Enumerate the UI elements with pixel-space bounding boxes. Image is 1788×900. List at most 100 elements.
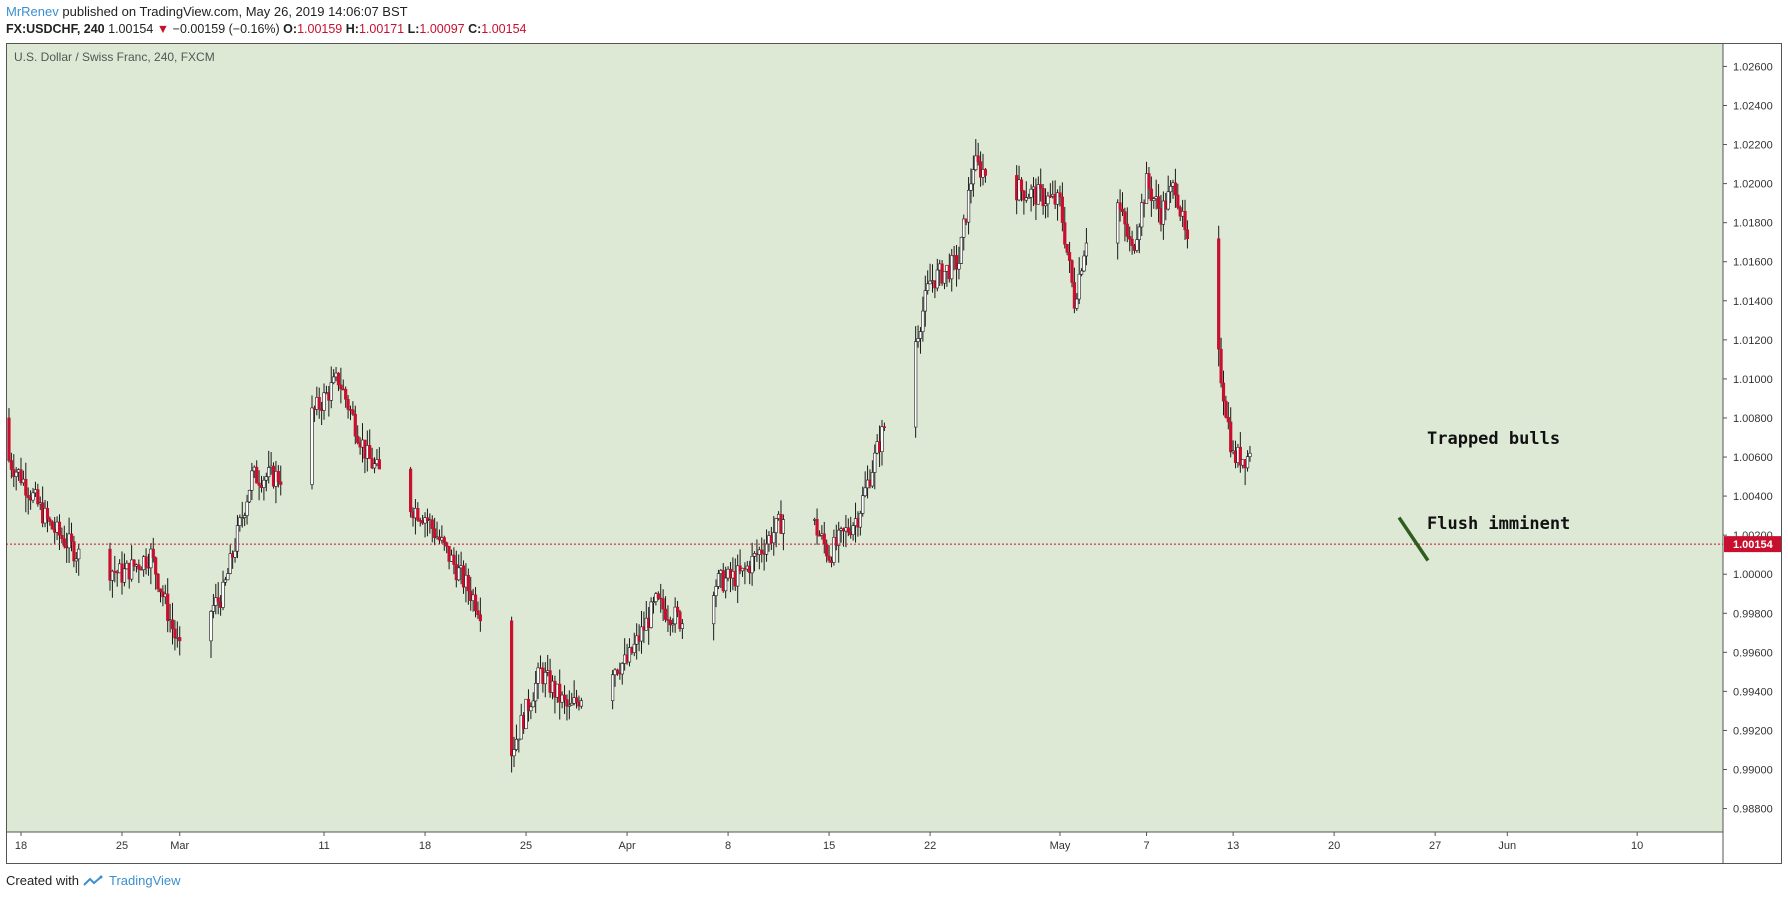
candle-body [918, 331, 923, 339]
price-tick-label: 0.99000 [1733, 765, 1773, 777]
last-price-tag [1724, 536, 1781, 553]
time-tick-label: 27 [1429, 840, 1441, 852]
candle-body [478, 614, 482, 622]
candle-body [750, 555, 754, 574]
candle-body [1224, 400, 1228, 418]
candle-body [873, 452, 877, 473]
candle-body [1185, 229, 1190, 240]
time-tick-label: May [1050, 840, 1071, 852]
candle-body [1075, 298, 1079, 309]
price-tick-label: 1.00800 [1733, 413, 1773, 425]
candle-body [534, 683, 538, 702]
candle-body [48, 518, 52, 523]
time-tick-label: 13 [1227, 840, 1239, 852]
candle-body [882, 426, 886, 428]
candle-body [510, 620, 514, 757]
time-tick-label: 8 [725, 840, 731, 852]
candle-body [837, 529, 841, 546]
candle-body [228, 553, 232, 574]
candle-body [611, 674, 615, 701]
time-tick-label: 7 [1143, 840, 1149, 852]
candle-body [1063, 222, 1067, 245]
time-tick-label: 25 [116, 840, 128, 852]
price-tick-label: 1.02200 [1733, 140, 1773, 152]
footer: Created with TradingView [6, 873, 181, 888]
down-arrow-icon: ▼ [156, 22, 170, 36]
tradingview-link[interactable]: TradingView [108, 873, 181, 888]
candle-body [781, 519, 785, 534]
candle-body [1221, 382, 1226, 402]
candle-body [639, 626, 644, 642]
candle-body [1046, 195, 1050, 205]
candle-body [1082, 255, 1086, 272]
candle-body [108, 548, 112, 581]
time-tick-label: Mar [170, 840, 189, 852]
price-tick-label: 1.02000 [1733, 179, 1773, 191]
candle-body [257, 482, 261, 486]
candle-body [267, 467, 271, 478]
candle-body [914, 341, 918, 428]
candle-body [1039, 184, 1043, 189]
candle-body [1036, 184, 1040, 205]
candle-body [680, 623, 684, 629]
candle-body [570, 702, 574, 706]
candle-body [562, 694, 567, 700]
candle-body [339, 384, 343, 390]
candle-body [346, 399, 350, 410]
tradingview-logo-icon [83, 875, 103, 886]
candle-body [122, 568, 127, 583]
price-tick-label: 1.02400 [1733, 100, 1773, 112]
candles-group [7, 139, 1252, 773]
time-tick-label: Apr [618, 840, 635, 852]
candle-body [651, 601, 656, 603]
price-chart[interactable]: 1.02600 1.02400 1.02200 1.02000 1.01800 1.016… [6, 43, 1782, 864]
price-tick-label: 1.01000 [1733, 374, 1773, 386]
candle-body [1176, 194, 1180, 208]
candle-body [969, 183, 973, 191]
candle-body [211, 605, 216, 612]
candle-body [1043, 203, 1048, 207]
candle-body [430, 519, 434, 529]
candle-body [916, 338, 920, 342]
candle-body [276, 471, 280, 483]
candle-body [476, 610, 480, 616]
candle-body [935, 269, 939, 289]
candle-body [1118, 202, 1122, 210]
candle-body [170, 619, 175, 630]
candle-body [216, 597, 220, 602]
candle-body [1226, 417, 1230, 423]
candle-body [1152, 198, 1156, 201]
candle-body [565, 699, 569, 707]
candle-body [923, 290, 927, 312]
candle-body [57, 521, 62, 536]
candle-body [317, 397, 321, 410]
candle-body [531, 700, 535, 708]
candle-body [1019, 179, 1024, 192]
candle-body [764, 543, 769, 555]
candle-body [1147, 173, 1151, 190]
time-tick-label: 20 [1328, 840, 1340, 852]
price-tick-label: 0.99400 [1733, 686, 1773, 698]
candle-body [166, 593, 170, 621]
open-label: O: [283, 22, 298, 36]
candle-body [861, 495, 865, 514]
candle-body [671, 623, 675, 626]
candle-body [31, 492, 35, 501]
candle-body [416, 508, 420, 521]
candle-body [656, 593, 660, 599]
created-with-label: Created with [6, 873, 79, 888]
close-label: C: [468, 22, 482, 36]
published-text: published on TradingView.com, May 26, 20… [62, 4, 408, 19]
candle-body [1238, 446, 1242, 466]
candle-body [156, 573, 160, 590]
candle-body [536, 667, 540, 684]
symbol-legend: FX:USDCHF, 240 1.00154 ▼ −0.00159 (−0.16… [6, 22, 526, 36]
candle-body [50, 521, 54, 530]
author-name[interactable]: MrRenev [6, 4, 59, 19]
candle-body [221, 581, 225, 608]
candle-body [661, 598, 665, 610]
candle-body [858, 513, 862, 528]
high-label: H: [345, 22, 359, 36]
candle-body [158, 588, 163, 593]
candle-body [971, 169, 975, 185]
